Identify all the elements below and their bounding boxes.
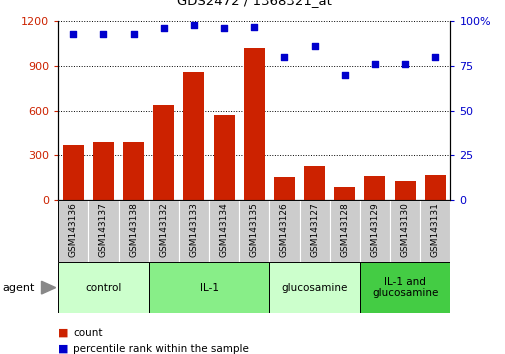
Text: ■: ■ <box>58 328 69 338</box>
Bar <box>269 200 299 262</box>
Bar <box>63 145 84 200</box>
Point <box>340 72 348 78</box>
Text: GSM143136: GSM143136 <box>69 202 78 257</box>
Text: GSM143132: GSM143132 <box>159 202 168 257</box>
Text: GSM143126: GSM143126 <box>279 202 288 257</box>
Bar <box>148 262 269 313</box>
Point <box>129 31 137 36</box>
Bar <box>304 166 325 200</box>
Text: GDS2472 / 1368321_at: GDS2472 / 1368321_at <box>176 0 331 7</box>
Bar <box>58 262 148 313</box>
Text: GSM143138: GSM143138 <box>129 202 138 257</box>
Bar <box>153 105 174 200</box>
Text: percentile rank within the sample: percentile rank within the sample <box>73 344 249 354</box>
Bar <box>118 200 148 262</box>
Text: GSM143127: GSM143127 <box>310 202 319 257</box>
Bar <box>88 200 118 262</box>
Text: IL-1 and
glucosamine: IL-1 and glucosamine <box>371 277 437 298</box>
Bar <box>123 142 144 200</box>
Point <box>370 61 378 67</box>
Bar <box>329 200 359 262</box>
Text: IL-1: IL-1 <box>199 282 218 293</box>
Polygon shape <box>41 281 56 294</box>
Point <box>280 54 288 60</box>
Bar <box>239 200 269 262</box>
Bar <box>178 200 209 262</box>
Text: GSM143135: GSM143135 <box>249 202 258 257</box>
Text: ■: ■ <box>58 344 69 354</box>
Bar <box>273 177 294 200</box>
Text: count: count <box>73 328 103 338</box>
Text: GSM143137: GSM143137 <box>99 202 108 257</box>
Bar <box>424 176 445 200</box>
Bar <box>364 176 385 200</box>
Text: GSM143133: GSM143133 <box>189 202 198 257</box>
Point <box>69 31 77 36</box>
Text: GSM143128: GSM143128 <box>339 202 348 257</box>
Point <box>430 54 438 60</box>
Bar <box>243 48 264 200</box>
Point <box>189 22 197 28</box>
Text: GSM143130: GSM143130 <box>400 202 409 257</box>
Bar <box>213 115 234 200</box>
Text: agent: agent <box>3 282 35 293</box>
Bar <box>359 200 389 262</box>
Bar <box>269 262 359 313</box>
Point <box>310 44 318 49</box>
Bar <box>333 187 355 200</box>
Text: control: control <box>85 282 121 293</box>
Bar <box>419 200 449 262</box>
Text: GSM143129: GSM143129 <box>370 202 379 257</box>
Bar <box>389 200 419 262</box>
Point <box>160 25 168 31</box>
Bar <box>93 142 114 200</box>
Bar <box>299 200 329 262</box>
Point <box>99 31 107 36</box>
Point <box>400 61 409 67</box>
Text: glucosamine: glucosamine <box>281 282 347 293</box>
Bar <box>394 181 415 200</box>
Point <box>250 24 258 29</box>
Bar <box>148 200 178 262</box>
Point <box>220 25 228 31</box>
Text: GSM143134: GSM143134 <box>219 202 228 257</box>
Bar <box>183 72 204 200</box>
Text: GSM143131: GSM143131 <box>430 202 439 257</box>
Bar <box>359 262 449 313</box>
Bar <box>58 200 88 262</box>
Bar <box>209 200 239 262</box>
